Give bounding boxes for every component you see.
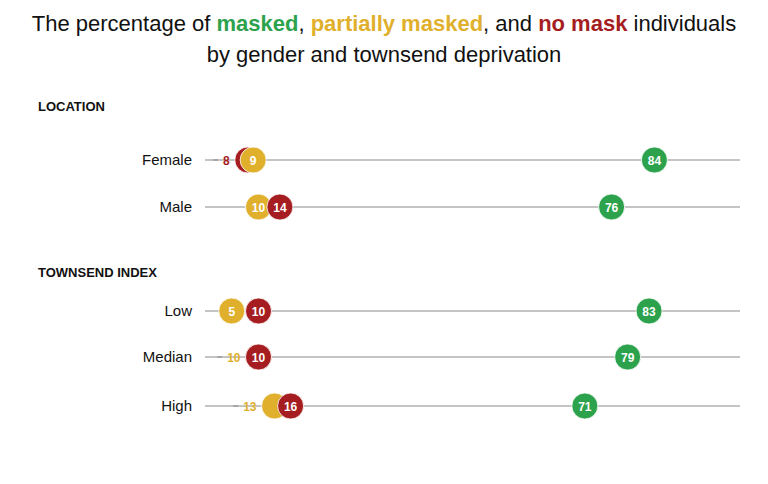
title-box: The percentage of masked, partially mask… <box>0 8 768 70</box>
dot <box>267 194 293 220</box>
data-label: 5 <box>228 305 235 319</box>
data-label: 84 <box>648 154 662 168</box>
data-label: 76 <box>605 201 619 215</box>
data-label: 10 <box>227 351 241 365</box>
title: The percentage of masked, partially mask… <box>22 8 747 70</box>
dot <box>572 393 598 419</box>
group-header: LOCATION <box>38 99 105 114</box>
title-series-name: no mask <box>538 11 627 36</box>
axis-line <box>205 356 740 357</box>
category-label: Median <box>143 348 192 365</box>
category-label: High <box>161 397 192 414</box>
dot <box>278 393 304 419</box>
category-label: Low <box>164 302 192 319</box>
data-label: 83 <box>642 305 656 319</box>
data-label: 13 <box>243 400 257 414</box>
dot <box>246 298 272 324</box>
dot <box>240 147 266 173</box>
group-header: TOWNSEND INDEX <box>38 265 157 280</box>
data-label: 9 <box>250 154 257 168</box>
data-label: 14 <box>273 201 287 215</box>
title-series-name: partially masked <box>311 11 483 36</box>
data-label: 10 <box>252 201 266 215</box>
category-label: Female <box>142 151 192 168</box>
data-label: 71 <box>578 400 592 414</box>
dot <box>615 344 641 370</box>
data-label: 10 <box>252 305 266 319</box>
title-series-name: masked <box>216 11 298 36</box>
category-label: Male <box>159 198 192 215</box>
data-label: 8 <box>223 154 230 168</box>
label-leader <box>213 160 218 161</box>
page: {"chart_data": {"type": "dot", "title": … <box>0 0 768 484</box>
dot <box>599 194 625 220</box>
dot <box>246 344 272 370</box>
axis-lines <box>205 160 740 406</box>
data-label: 79 <box>621 351 635 365</box>
marks <box>219 147 668 419</box>
label-leader <box>217 357 222 358</box>
labels: LOCATION Female 8 9 84 Male 10 14 76 TOWNSEND IND… <box>38 99 661 414</box>
dot <box>641 147 667 173</box>
chart: LOCATION Female 8 9 84 Male 10 14 76 TOWNSEND IND… <box>0 0 768 484</box>
data-label: 16 <box>284 400 298 414</box>
dot <box>246 344 272 370</box>
dot <box>219 298 245 324</box>
data-label: 10 <box>252 351 266 365</box>
dot <box>636 298 662 324</box>
label-leader <box>233 406 238 407</box>
